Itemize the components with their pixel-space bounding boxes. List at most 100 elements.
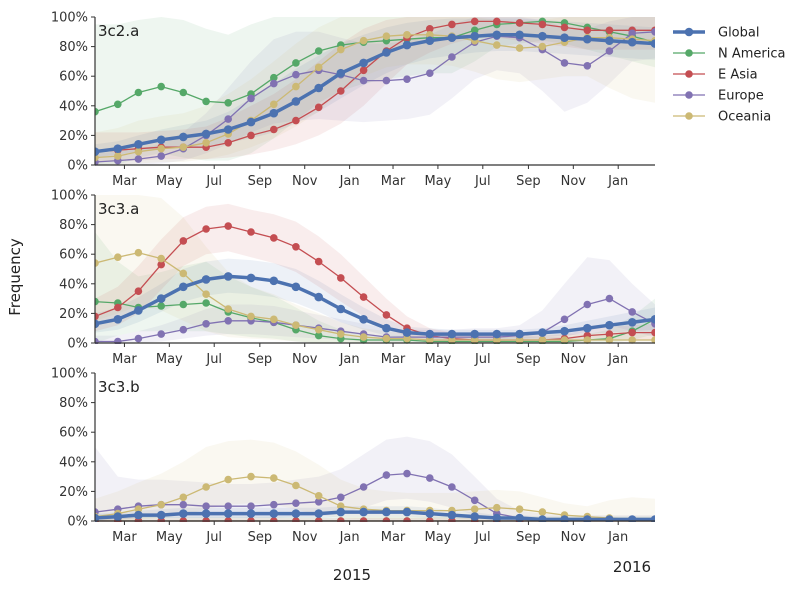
- point-europe: [247, 502, 255, 511]
- point-global: [134, 306, 143, 315]
- point-oceania: [95, 259, 99, 267]
- point-n-america: [470, 26, 479, 35]
- point-oceania: [515, 336, 524, 344]
- point-n-america: [270, 73, 278, 82]
- point-global: [650, 39, 655, 48]
- point-oceania: [493, 41, 501, 49]
- x-tick-label: Jul: [205, 174, 222, 189]
- point-global: [179, 132, 188, 142]
- point-global: [134, 510, 143, 520]
- band-global: [95, 18, 655, 158]
- point-n-america: [202, 299, 210, 307]
- point-oceania: [270, 100, 278, 109]
- band-n-america: [95, 232, 655, 343]
- x-tick-label: Jul: [474, 352, 491, 367]
- point-global: [269, 108, 279, 118]
- point-global: [95, 319, 100, 329]
- x-tick-label: Jan: [339, 174, 360, 189]
- point-oceania: [382, 32, 391, 40]
- point-global: [425, 509, 435, 518]
- point-global: [538, 31, 547, 41]
- point-global: [492, 329, 502, 339]
- legend-label: Europe: [718, 89, 764, 104]
- point-global: [515, 30, 524, 40]
- point-oceania: [179, 269, 188, 278]
- point-europe: [560, 59, 569, 67]
- point-global: [246, 273, 256, 283]
- x-tick-label: Jan: [607, 352, 628, 367]
- point-europe: [114, 337, 122, 344]
- point-global: [113, 315, 123, 324]
- point-oceania: [114, 152, 122, 160]
- point-e-asia: [314, 103, 323, 112]
- legend-marker: [684, 27, 694, 37]
- point-global: [246, 117, 256, 127]
- point-oceania: [651, 336, 655, 344]
- y-tick-label: 60%: [59, 248, 88, 263]
- point-oceania: [247, 312, 255, 321]
- point-global: [538, 328, 547, 337]
- point-e-asia: [538, 20, 547, 29]
- point-global: [447, 329, 457, 339]
- point-e-asia: [114, 303, 122, 312]
- y-tick-label: 20%: [59, 129, 88, 144]
- point-global: [359, 58, 368, 68]
- point-global: [314, 83, 324, 93]
- y-tick-label: 80%: [59, 396, 88, 411]
- legend-item-global: Global: [673, 26, 759, 41]
- point-global: [113, 144, 123, 153]
- point-oceania: [270, 474, 278, 482]
- point-global: [650, 315, 655, 324]
- legend-label: Global: [718, 26, 759, 41]
- x-tick-label: May: [156, 174, 183, 189]
- point-global: [359, 315, 368, 324]
- point-global: [113, 512, 123, 521]
- point-global: [382, 323, 391, 333]
- legend-marker: [685, 70, 693, 78]
- point-europe: [157, 152, 165, 160]
- point-e-asia: [224, 139, 232, 147]
- point-europe: [202, 320, 210, 328]
- x-tick-label: Sep: [516, 174, 541, 189]
- point-n-america: [95, 107, 99, 116]
- x-tick-label: Jan: [607, 530, 628, 545]
- point-n-america: [157, 302, 165, 310]
- point-europe: [134, 155, 143, 163]
- series-line-europe: [95, 297, 655, 343]
- point-global: [627, 318, 637, 327]
- point-global: [269, 276, 279, 286]
- point-global: [336, 507, 346, 517]
- point-oceania: [403, 31, 411, 39]
- point-oceania: [337, 502, 345, 511]
- point-global: [402, 40, 412, 50]
- point-oceania: [538, 508, 547, 516]
- band-europe: [95, 257, 655, 343]
- point-global: [291, 509, 301, 518]
- point-europe: [202, 502, 210, 511]
- band-oceania: [95, 439, 655, 521]
- point-oceania: [292, 481, 300, 490]
- legend-marker: [685, 49, 693, 57]
- y-tick-label: 0%: [67, 159, 88, 174]
- x-tick-label: Nov: [292, 174, 318, 189]
- point-global: [179, 282, 188, 292]
- x-tick-label: May: [424, 174, 451, 189]
- point-e-asia: [382, 311, 391, 319]
- point-oceania: [247, 472, 255, 481]
- y-tick-label: 0%: [67, 515, 88, 530]
- point-oceania: [314, 325, 323, 334]
- point-global: [583, 515, 592, 522]
- point-e-asia: [292, 243, 300, 251]
- point-global: [425, 36, 435, 45]
- band-oceania: [95, 195, 655, 343]
- point-oceania: [560, 336, 569, 344]
- point-global: [223, 509, 233, 518]
- point-oceania: [134, 248, 143, 257]
- point-n-america: [157, 82, 165, 91]
- y-axis-title: Frequency: [6, 238, 24, 316]
- x-tick-label: Mar: [112, 352, 137, 367]
- point-oceania: [114, 253, 122, 261]
- point-oceania: [493, 336, 501, 344]
- point-europe: [605, 47, 614, 55]
- point-global: [605, 515, 614, 522]
